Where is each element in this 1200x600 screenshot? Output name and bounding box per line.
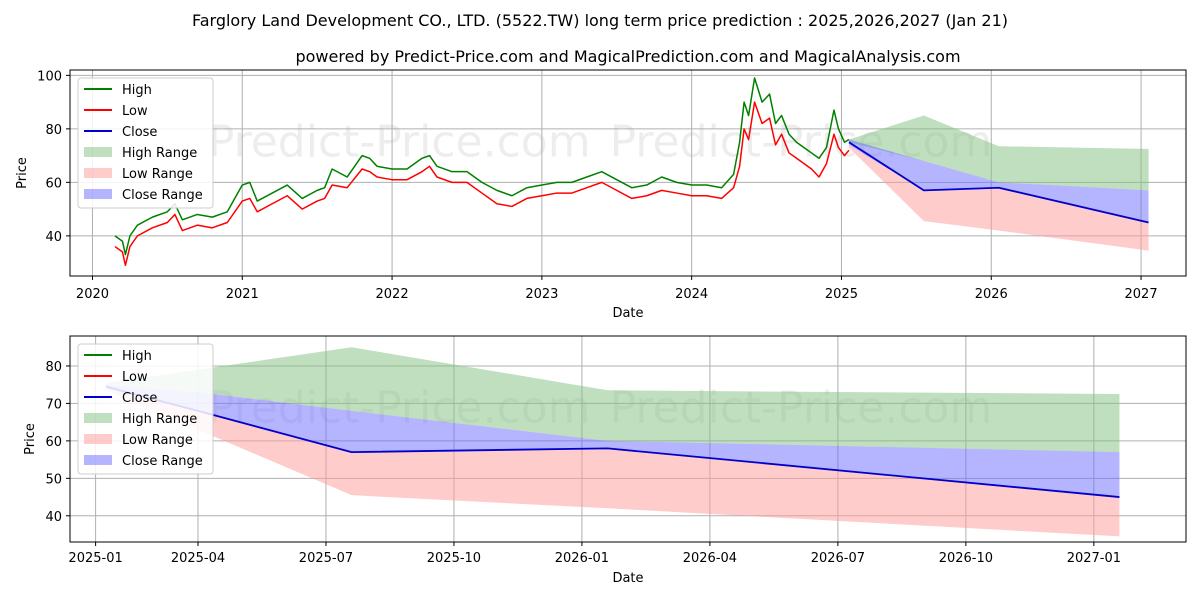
y-axis-label: Price xyxy=(15,157,30,189)
legend-label: Close xyxy=(122,391,157,406)
chart-title: Farglory Land Development CO., LTD. (552… xyxy=(192,11,1008,30)
x-axis-label: Date xyxy=(612,571,643,586)
legend-swatch xyxy=(84,168,112,178)
x-axis-label: Date xyxy=(612,306,643,321)
y-tick-label: 40 xyxy=(45,230,62,245)
legend-label: High xyxy=(122,83,152,98)
x-tick-label: 2027-01 xyxy=(1067,551,1121,566)
close-range-band xyxy=(848,139,1149,223)
forecast-zoom-chart: Predict-Price.comPredict-Price.com2025-0… xyxy=(23,335,1187,586)
x-tick-label: 2026-10 xyxy=(939,551,993,566)
legend-swatch xyxy=(84,413,112,423)
legend-swatch xyxy=(84,147,112,157)
axes-frame xyxy=(69,335,1187,543)
legend-swatch xyxy=(84,189,112,199)
x-tick-label: 2025 xyxy=(825,287,858,302)
legend-label: Low xyxy=(122,370,148,385)
y-tick-label: 100 xyxy=(37,69,62,84)
x-tick-label: 2024 xyxy=(675,287,708,302)
y-tick-label: 70 xyxy=(45,397,62,412)
legend-swatch xyxy=(84,455,112,465)
watermark: Predict-Price.com xyxy=(208,117,591,168)
chart-subtitle: powered by Predict-Price.com and Magical… xyxy=(295,47,960,66)
x-tick-label: 2027 xyxy=(1125,287,1158,302)
x-tick-label: 2023 xyxy=(525,287,558,302)
close-forecast-line xyxy=(848,141,1149,224)
x-tick-label: 2022 xyxy=(376,287,409,302)
y-tick-label: 60 xyxy=(45,176,62,191)
legend-label: High xyxy=(122,349,152,364)
low-range-band xyxy=(105,388,1120,537)
axes-frame xyxy=(69,69,1187,277)
x-tick-label: 2025-07 xyxy=(299,551,353,566)
x-tick-label: 2026-01 xyxy=(555,551,609,566)
legend-label: Low Range xyxy=(122,167,193,182)
legend-label: High Range xyxy=(122,146,197,161)
high-price-line xyxy=(114,77,850,256)
y-tick-label: 40 xyxy=(45,510,62,525)
plot-area xyxy=(105,347,1120,537)
legend-label: Close Range xyxy=(122,188,203,203)
legend-label: Close xyxy=(122,125,157,140)
x-tick-label: 2026-07 xyxy=(811,551,865,566)
close-range-band xyxy=(105,384,1120,498)
legend-label: High Range xyxy=(122,412,197,427)
plot-area xyxy=(114,77,1149,267)
y-axis-label: Price xyxy=(23,423,38,455)
legend-label: Low xyxy=(122,104,148,119)
x-tick-label: 2021 xyxy=(226,287,259,302)
low-range-band xyxy=(848,144,1149,251)
x-tick-label: 2026-04 xyxy=(683,551,737,566)
legend-label: Low Range xyxy=(122,433,193,448)
x-tick-label: 2025-04 xyxy=(171,551,225,566)
x-tick-label: 2026 xyxy=(975,287,1008,302)
legend-swatch xyxy=(84,434,112,444)
high-range-band xyxy=(848,115,1149,191)
y-tick-label: 80 xyxy=(45,360,62,375)
x-tick-label: 2020 xyxy=(76,287,109,302)
legend-label: Close Range xyxy=(122,454,203,469)
x-tick-label: 2025-01 xyxy=(68,551,122,566)
y-tick-label: 50 xyxy=(45,472,62,487)
high-range-band xyxy=(105,347,1120,453)
y-tick-label: 80 xyxy=(45,123,62,138)
x-tick-label: 2025-10 xyxy=(427,551,481,566)
y-tick-label: 60 xyxy=(45,435,62,450)
low-price-line xyxy=(114,101,850,267)
